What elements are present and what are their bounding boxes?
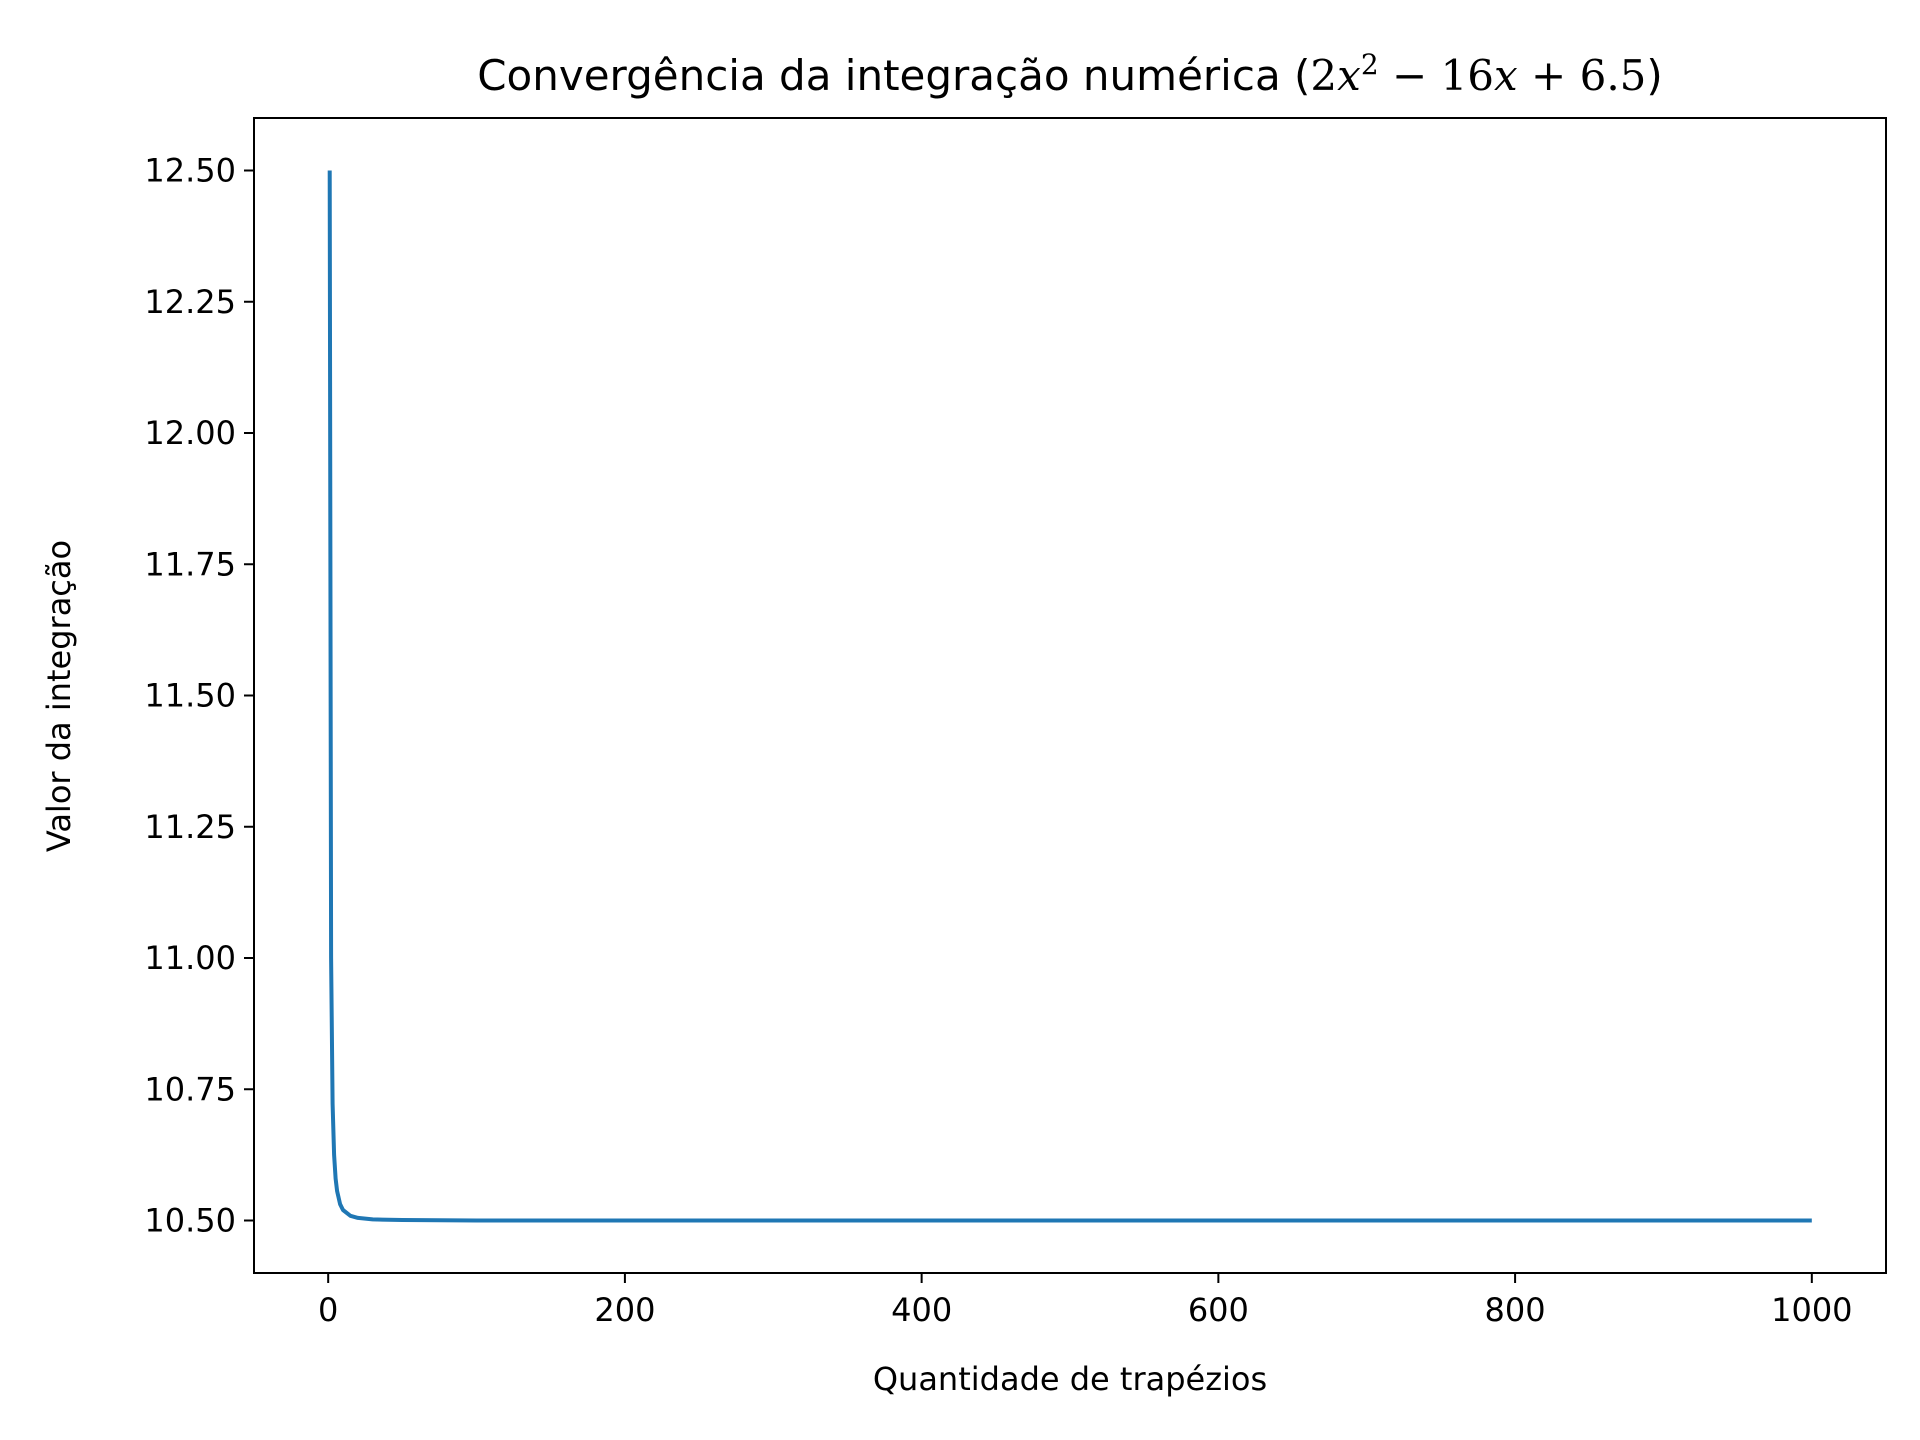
x-axis-label: Quantidade de trapézios <box>873 1360 1267 1398</box>
axes-frame <box>253 117 1887 1274</box>
plot-area <box>327 170 1812 1223</box>
x-tick-label: 0 <box>318 1291 338 1329</box>
y-tick-label: 11.75 <box>144 545 236 583</box>
y-tick-label: 10.50 <box>144 1202 236 1240</box>
y-tick-label: 12.00 <box>144 414 236 452</box>
x-tick-label: 800 <box>1485 1291 1546 1329</box>
x-tick-label: 600 <box>1188 1291 1249 1329</box>
y-tick-label: 12.25 <box>144 283 236 321</box>
y-tick-label: 11.25 <box>144 808 236 846</box>
chart-title: Convergência da integração numérica (2x2… <box>477 48 1663 101</box>
y-tick-label: 10.75 <box>144 1070 236 1108</box>
series-line-0 <box>327 170 1812 1223</box>
x-tick-label: 400 <box>891 1291 952 1329</box>
y-tick-label: 11.00 <box>144 939 236 977</box>
y-axis: 10.50 10.75 11.00 11.25 11.50 11.75 12.00 12.25… <box>144 152 254 1240</box>
x-tick-label: 1000 <box>1771 1291 1852 1329</box>
x-tick-label: 200 <box>594 1291 655 1329</box>
y-tick-label: 11.50 <box>144 677 236 715</box>
y-tick-label: 12.50 <box>144 152 236 190</box>
x-axis: 0 200 400 600 800 1000 <box>318 1273 1853 1329</box>
y-axis-label: Valor da integração <box>40 540 78 852</box>
